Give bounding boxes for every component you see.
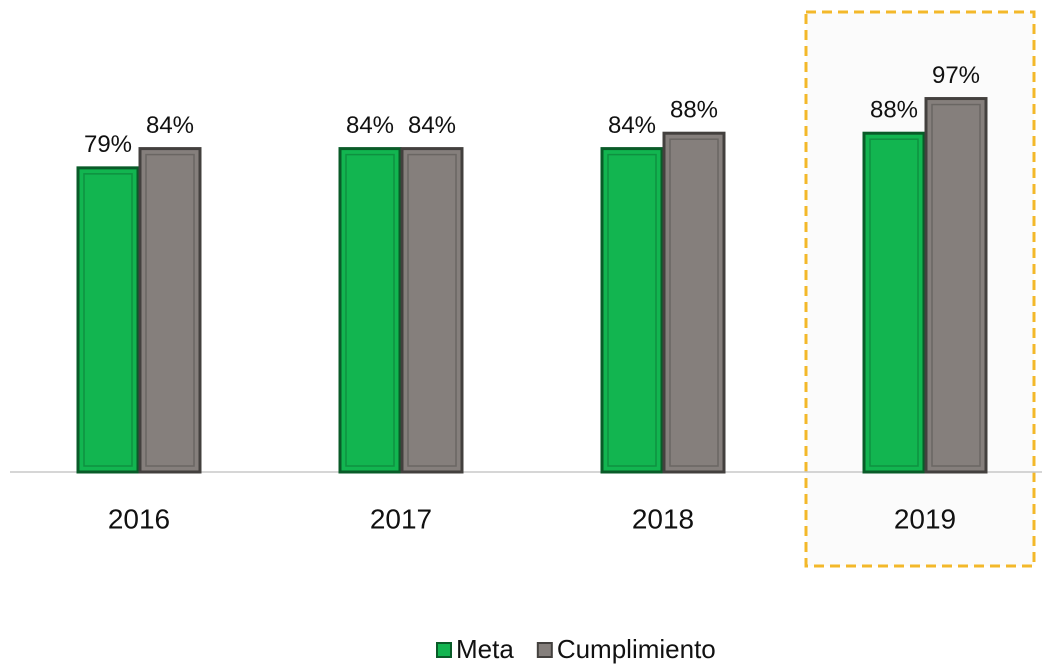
- bar: [862, 131, 926, 474]
- bar-bevel: [669, 138, 719, 467]
- bar-bevel: [83, 173, 133, 467]
- bar: [662, 131, 726, 474]
- bar: [400, 147, 464, 474]
- data-label: 88%: [670, 97, 718, 124]
- data-label: 88%: [870, 97, 918, 124]
- bar-bevel: [407, 153, 457, 467]
- bar: [338, 147, 402, 474]
- data-label: 84%: [408, 112, 456, 139]
- x-tick-label: 2017: [370, 503, 432, 534]
- data-label: 84%: [146, 112, 194, 139]
- data-label: 97%: [932, 62, 980, 89]
- data-label: 84%: [346, 112, 394, 139]
- bar-bevel: [145, 153, 195, 467]
- bar-bevel: [345, 153, 395, 467]
- legend-label: Meta: [456, 634, 514, 664]
- legend-swatch: [536, 642, 553, 658]
- data-label: 79%: [84, 131, 132, 158]
- legend-label: Cumplimiento: [557, 634, 716, 664]
- bar: [76, 166, 140, 474]
- x-tick-label: 2019: [894, 503, 956, 534]
- x-tick-label: 2016: [108, 503, 170, 534]
- legend-swatch: [436, 642, 452, 658]
- bar-bevel: [607, 153, 657, 467]
- x-tick-label: 2018: [632, 503, 694, 534]
- bar: [138, 147, 202, 474]
- data-label: 84%: [608, 112, 656, 139]
- bar: [600, 147, 664, 474]
- bar-bevel: [931, 103, 981, 467]
- bar-bevel: [869, 138, 919, 467]
- bar: [924, 97, 988, 474]
